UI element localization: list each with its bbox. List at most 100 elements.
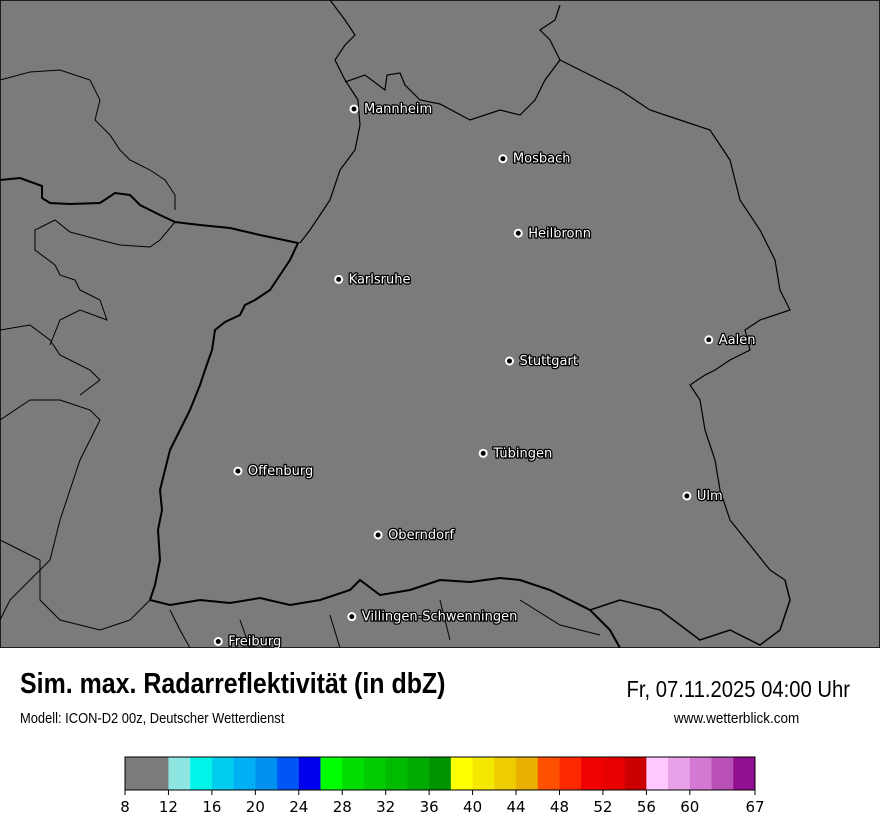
legend-tick-label: 44: [506, 798, 525, 816]
legend-bin-20: [255, 757, 278, 790]
city-dot-icon: [498, 154, 508, 164]
city-offenburg: Offenburg: [233, 463, 315, 480]
legend-tick-label: 67: [745, 798, 764, 816]
model-source: Modell: ICON-D2 00z, Deutscher Wetterdie…: [20, 710, 285, 727]
legend-bin-30: [363, 757, 386, 790]
city-label: Heilbronn: [528, 226, 591, 241]
legend-bin-48: [559, 757, 582, 790]
national-border-west: [0, 176, 300, 601]
city-oberndorf: Oberndorf: [373, 527, 456, 544]
legend-tick-label: 16: [202, 798, 221, 816]
state-border-west-4: [0, 399, 101, 621]
city-dot-icon: [478, 448, 488, 458]
state-border-bw-bavaria: [559, 59, 791, 581]
legend-bin-46: [537, 757, 560, 790]
chart-title: Sim. max. Radarreflektivität (in dbZ): [20, 668, 446, 700]
radar-map: Mannheim Mosbach Heilbronn Karlsruhe Aalen St…: [0, 0, 880, 648]
legend-bin-40: [472, 757, 495, 790]
city-label: Freiburg: [228, 635, 281, 649]
city-label: Offenburg: [248, 464, 313, 479]
city-dot-icon: [373, 530, 383, 540]
national-border-east: [589, 579, 791, 646]
legend-tick-label: 12: [159, 798, 178, 816]
legend-tick-label: 20: [246, 798, 265, 816]
city-heilbronn: Heilbronn: [513, 225, 592, 243]
city-dot-icon: [513, 228, 523, 238]
legend-bin-18: [233, 757, 256, 790]
legend-bin-50: [581, 757, 604, 790]
legend-tick-label: 24: [289, 798, 308, 816]
website-link[interactable]: www.wetterblick.com: [673, 710, 799, 727]
legend-tick-label: 36: [420, 798, 439, 816]
state-border-west-3: [34, 219, 176, 346]
state-border-west-2: [0, 0, 101, 396]
legend-bin-52: [602, 757, 625, 790]
legend-bin-56: [646, 757, 669, 790]
color-legend: 8 12 16 20 24 28 32 36 40 44 48 52 56 60 67: [120, 756, 765, 816]
state-border-west-1: [0, 69, 176, 210]
city-dot-icon: [334, 274, 344, 284]
city-label: Mosbach: [513, 152, 571, 167]
legend-bin-28: [342, 757, 365, 790]
city-dot-icon: [233, 466, 243, 476]
legend-bin-38: [450, 757, 473, 790]
legend-bin-14: [190, 757, 213, 790]
legend-tick-label: 52: [593, 798, 612, 816]
legend-bin-26: [320, 757, 343, 790]
state-border-bw-east: [299, 0, 361, 244]
legend-tick-label: 48: [550, 798, 569, 816]
legend-bin-32: [385, 757, 408, 790]
map-background: [0, 0, 880, 648]
swiss-cantons: [169, 599, 601, 648]
legend-tick-label: 28: [333, 798, 352, 816]
legend-bin-44: [516, 757, 539, 790]
legend-bin-64: [733, 757, 756, 790]
city-label: Tübingen: [492, 446, 552, 461]
legend-bin-36: [429, 757, 452, 790]
city-dot-icon: [213, 637, 223, 646]
city-mannheim: Mannheim: [349, 101, 433, 118]
legend-bin-54: [624, 757, 647, 790]
city-label: Aalen: [719, 333, 756, 348]
legend-bin-24: [298, 757, 321, 790]
city-label: Karlsruhe: [349, 272, 411, 287]
city-mosbach: Mosbach: [498, 150, 572, 168]
legend-tick-label: 8: [120, 798, 130, 816]
city-dot-icon: [349, 104, 359, 114]
city-dot-icon: [347, 612, 357, 622]
city-ulm: Ulm: [682, 488, 724, 505]
legend-tick-label: 60: [680, 798, 699, 816]
forecast-datetime: Fr, 07.11.2025 04:00 Uhr: [626, 676, 850, 702]
legend-tick-label: 40: [463, 798, 482, 816]
legend-bin-22: [277, 757, 300, 790]
borders: [0, 0, 791, 648]
legend-bin-42: [494, 757, 517, 790]
city-dot-icon: [504, 356, 514, 366]
city-stuttgart: Stuttgart: [504, 353, 579, 370]
city-karlsruhe: Karlsruhe: [334, 271, 412, 289]
legend-bin-60: [689, 757, 712, 790]
national-border-south: [149, 576, 621, 648]
legend-bin-58: [668, 757, 691, 790]
city-aalen: Aalen: [704, 331, 757, 349]
city-freiburg: Freiburg: [213, 633, 283, 649]
city-label: Stuttgart: [519, 354, 577, 369]
legend-bin-62: [711, 757, 734, 790]
city-dot-icon: [682, 491, 692, 501]
state-border-bw-north: [344, 4, 561, 121]
city-label: Ulm: [697, 489, 723, 504]
city-label: Mannheim: [364, 102, 432, 117]
legend-bin-8: [125, 757, 169, 790]
state-border-southwest: [0, 539, 151, 631]
legend-bin-34: [407, 757, 430, 790]
legend-tick-label: 32: [376, 798, 395, 816]
city-markers: Mannheim Mosbach Heilbronn Karlsruhe Aalen St…: [213, 101, 757, 649]
legend-frame: [124, 756, 756, 791]
city-tübingen: Tübingen: [478, 445, 554, 463]
legend-bin-16: [211, 757, 234, 790]
city-label: Oberndorf: [388, 528, 454, 543]
city-dot-icon: [704, 335, 714, 345]
city-villingen-schwenningen: Villingen-Schwenningen: [347, 608, 519, 626]
city-label: Villingen-Schwenningen: [362, 610, 518, 625]
legend-tick-label: 56: [637, 798, 656, 816]
